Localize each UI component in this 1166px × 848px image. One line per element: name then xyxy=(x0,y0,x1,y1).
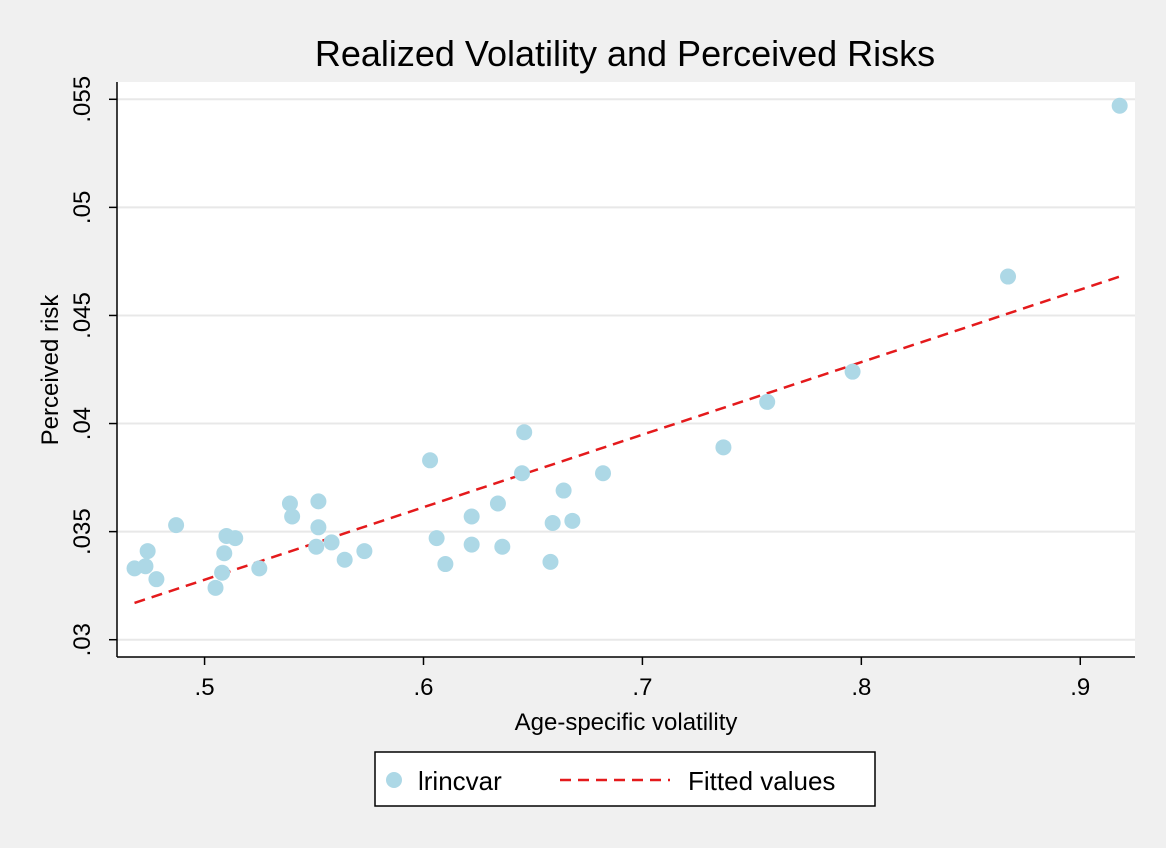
scatter-point xyxy=(323,534,340,551)
scatter-point xyxy=(564,512,581,529)
scatter-point xyxy=(336,551,353,568)
scatter-point xyxy=(494,538,511,555)
scatter-point xyxy=(715,439,732,456)
scatter-point xyxy=(1000,268,1017,285)
scatter-point xyxy=(428,530,445,547)
scatter-point xyxy=(544,514,561,531)
scatter-point xyxy=(227,530,244,547)
scatter-point xyxy=(555,482,572,499)
x-axis-title: Age-specific volatility xyxy=(515,709,738,736)
y-axis-title: Perceived risk xyxy=(37,294,64,446)
scatter-point xyxy=(207,579,224,596)
legend-label-lrincvar: lrincvar xyxy=(418,766,502,796)
scatter-point xyxy=(281,495,298,512)
x-tick-label: .6 xyxy=(413,674,433,701)
scatter-point xyxy=(284,508,301,525)
legend: lrincvar Fitted values xyxy=(374,751,876,807)
x-tick-label: .9 xyxy=(1070,674,1090,701)
gridlines xyxy=(117,98,1135,641)
scatter-point xyxy=(514,465,531,482)
y-tick-label: .04 xyxy=(69,407,96,440)
axes xyxy=(109,82,1135,665)
legend-label-fitted: Fitted values xyxy=(688,766,835,796)
scatter-point xyxy=(356,543,373,560)
x-tick-label: .7 xyxy=(632,674,652,701)
legend-marker-lrincvar xyxy=(386,772,402,788)
y-tick-label: .03 xyxy=(69,623,96,656)
y-tick-label: .055 xyxy=(69,76,96,123)
y-tick-label: .035 xyxy=(69,508,96,555)
scatter-point xyxy=(759,393,776,410)
scatter-point xyxy=(542,553,559,570)
y-tick-label: .045 xyxy=(69,292,96,339)
fitted-line xyxy=(134,275,1121,605)
scatter-point xyxy=(251,560,268,577)
scatter-point xyxy=(214,564,231,581)
scatter-point xyxy=(437,556,454,573)
scatter-point xyxy=(310,493,327,510)
scatter-point xyxy=(308,538,325,555)
chart-title: Realized Volatility and Perceived Risks xyxy=(315,33,935,74)
scatter-point xyxy=(844,363,861,380)
scatter-point xyxy=(168,517,185,534)
tick-labels: .03 .035 .04 .045 .05 .055 .5 .6 .7 .8 .9 xyxy=(69,76,1090,701)
scatter-point xyxy=(137,558,154,575)
scatter-point xyxy=(148,571,165,588)
scatter-point xyxy=(595,465,612,482)
scatter-point xyxy=(463,508,480,525)
data-marks xyxy=(126,97,1128,605)
x-tick-label: .5 xyxy=(195,674,215,701)
scatter-point xyxy=(516,424,533,441)
scatter-point xyxy=(310,519,327,536)
x-tick-label: .8 xyxy=(851,674,871,701)
scatter-point xyxy=(422,452,439,469)
plot-area xyxy=(117,82,1135,657)
scatter-point xyxy=(216,545,233,562)
scatter-point xyxy=(489,495,506,512)
scatter-point xyxy=(139,543,156,560)
scatter-point xyxy=(1111,97,1128,114)
y-tick-label: .05 xyxy=(69,191,96,224)
scatter-point xyxy=(463,536,480,553)
